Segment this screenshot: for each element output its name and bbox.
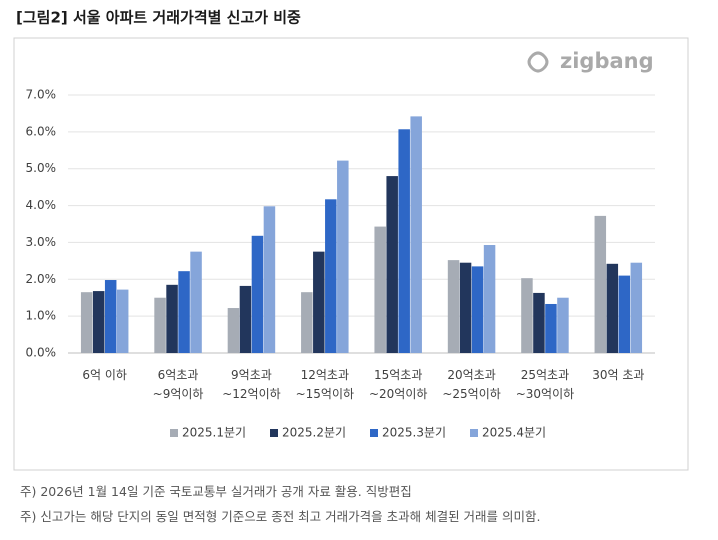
bar (386, 176, 398, 353)
x-tick-label: 20억초과 ~25억이하 (442, 368, 501, 401)
bar (239, 285, 252, 353)
bar (374, 226, 386, 353)
bar (104, 280, 117, 353)
bar (116, 289, 129, 353)
bar (606, 263, 619, 353)
y-tick-label: 3.0% (26, 235, 57, 249)
x-tick-label: 9억초과 ~12억이하 (222, 368, 281, 401)
bar (471, 266, 484, 353)
note: 주) 2026년 1월 14일 기준 국토교통부 실거래가 공개 자료 활용. … (20, 484, 412, 499)
bar (459, 262, 472, 353)
y-tick-label: 2.0% (26, 272, 57, 286)
bar (521, 278, 533, 353)
bar (398, 129, 410, 353)
bar (166, 284, 178, 353)
legend-swatch (170, 429, 178, 437)
bar (447, 260, 460, 353)
legend-swatch (370, 429, 378, 437)
note: 주) 신고가는 해당 단지의 동일 면적형 기준으로 종전 최고 거래가격을 초… (20, 509, 541, 524)
bar (557, 297, 569, 353)
x-tick-label: 12억초과 ~15억이하 (295, 368, 355, 401)
bar (594, 215, 607, 353)
legend-label: 2025.2분기 (282, 426, 346, 440)
legend-label: 2025.1분기 (182, 426, 246, 440)
bar (483, 245, 496, 353)
y-tick-label: 1.0% (26, 309, 57, 323)
legend-swatch (270, 429, 278, 437)
legend-label: 2025.3분기 (382, 426, 446, 440)
x-tick-label: 25억초과 ~30억이하 (515, 368, 575, 401)
y-tick-label: 6.0% (26, 124, 57, 138)
x-tick-label: 30억 초과 (592, 368, 645, 382)
bar (92, 291, 105, 353)
bar (630, 262, 643, 353)
legend-swatch (470, 429, 478, 437)
bar (410, 116, 422, 354)
bar (325, 199, 337, 353)
x-tick-label: 15억초과 ~20억이하 (368, 368, 428, 401)
bar (533, 292, 545, 353)
chart-frame (13, 37, 689, 471)
bar (337, 160, 349, 353)
y-tick-label: 5.0% (26, 161, 57, 175)
x-tick-label: 6억 이하 (82, 368, 127, 382)
y-tick-label: 7.0% (26, 88, 57, 102)
bar (154, 297, 166, 353)
logo: zigbang (560, 49, 654, 73)
y-tick-label: 0.0% (26, 346, 57, 360)
bar (227, 308, 240, 353)
y-tick-label: 4.0% (26, 198, 57, 212)
bar (313, 251, 325, 353)
bar (251, 235, 264, 353)
bar (545, 303, 557, 353)
chart-title: [그림2] 서울 아파트 거래가격별 신고가 비중 (16, 9, 301, 27)
bar (263, 206, 276, 353)
logo-icon (527, 51, 549, 73)
bar (301, 292, 313, 353)
bar (80, 292, 93, 353)
bar (190, 251, 202, 353)
legend-label: 2025.4분기 (482, 426, 546, 440)
bar (178, 271, 190, 353)
bar (618, 275, 631, 353)
x-tick-label: 6억초과 ~9억이하 (152, 368, 204, 401)
